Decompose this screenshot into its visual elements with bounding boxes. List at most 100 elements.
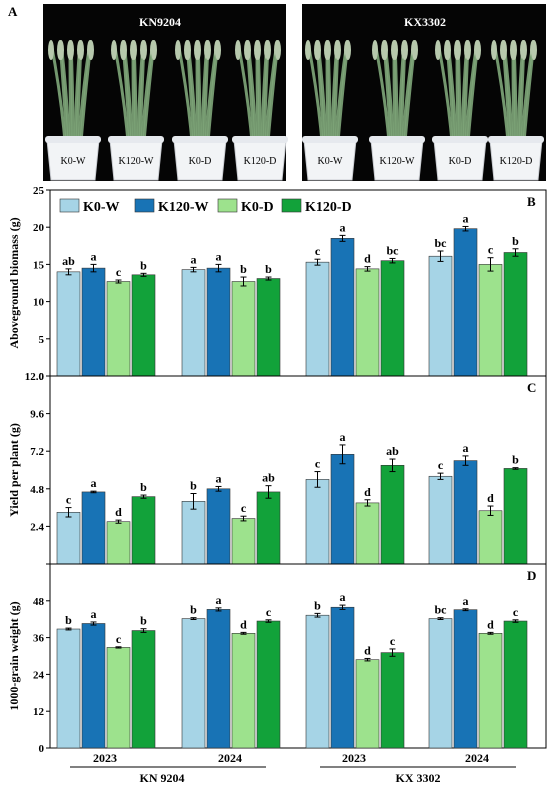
bar xyxy=(428,618,453,749)
bar xyxy=(380,260,405,377)
bar xyxy=(330,454,355,565)
pot-label: K0-D xyxy=(189,156,212,167)
wheat-ear xyxy=(175,40,181,60)
bar xyxy=(181,269,206,377)
significance-letter: d xyxy=(364,643,371,657)
significance-letter: a xyxy=(91,249,97,263)
pot-rim xyxy=(172,136,228,143)
significance-letter: a xyxy=(463,211,469,225)
panel-letter-a: A xyxy=(8,4,18,19)
y-tick-label: 15 xyxy=(33,259,45,271)
plant-icon xyxy=(305,40,351,143)
significance-letter: bc xyxy=(435,603,448,617)
y-tick-label: 5 xyxy=(39,334,45,346)
y-tick-label: 48 xyxy=(33,596,45,608)
significance-letter: b xyxy=(240,262,247,276)
significance-letter: b xyxy=(140,480,147,494)
bar xyxy=(428,255,453,377)
plant-icon xyxy=(491,40,537,143)
bar xyxy=(56,271,81,377)
significance-letter: a xyxy=(463,441,469,455)
bar xyxy=(131,274,156,377)
pot-label: K0-W xyxy=(61,156,87,167)
bar xyxy=(453,609,478,749)
wheat-ear xyxy=(205,40,211,60)
legend-swatch xyxy=(134,198,155,213)
significance-letter: b xyxy=(140,258,147,272)
legend: K0-W K120-W K0-D K120-D xyxy=(59,198,352,215)
significance-letter: b xyxy=(65,613,72,627)
wheat-ear xyxy=(131,40,137,60)
y-axis-label: Yield per plant (g) xyxy=(7,423,21,517)
significance-letter: c xyxy=(513,605,519,619)
pot-rim xyxy=(108,136,164,143)
significance-letter: b xyxy=(190,479,197,493)
legend-label: K120-D xyxy=(305,200,352,215)
wheat-ear xyxy=(235,40,241,60)
wheat-ear xyxy=(68,40,74,60)
x-axis-groups: 2023 2024 2023 2024 KN 9204 KX 3302 xyxy=(70,751,516,785)
significance-letter: d xyxy=(115,505,122,519)
wheat-ear xyxy=(445,40,451,60)
wheat-ear xyxy=(511,40,517,60)
significance-letter: b xyxy=(140,614,147,628)
significance-letter: d xyxy=(364,252,371,266)
bar xyxy=(81,267,106,377)
bar xyxy=(428,475,453,565)
x-group-label: KX 3302 xyxy=(396,771,441,785)
pot-label: K120-D xyxy=(500,156,533,167)
panel-letter: B xyxy=(527,194,536,209)
significance-letter: bc xyxy=(435,236,448,250)
y-tick-label: 12.0 xyxy=(25,371,45,383)
wheat-ear xyxy=(325,40,331,60)
significance-letter: d xyxy=(240,617,247,631)
wheat-ear xyxy=(315,40,321,60)
pot-rim xyxy=(302,136,358,143)
bar xyxy=(256,278,281,377)
panel-c-yield-chart: 2.4 4.8 7.2 9.6 12.0 Yield per plant (g) Cc a d b… xyxy=(7,371,547,565)
significance-letter: b xyxy=(265,262,272,276)
bar xyxy=(478,510,503,565)
bar xyxy=(181,618,206,749)
bar xyxy=(81,491,106,565)
bar xyxy=(503,620,528,749)
significance-letter: d xyxy=(487,491,494,505)
pot-rim xyxy=(45,136,101,143)
bar xyxy=(355,268,380,377)
plot-frame xyxy=(49,563,547,749)
bar xyxy=(330,606,355,749)
wheat-ear xyxy=(501,40,507,60)
wheat-ear xyxy=(88,40,94,60)
wheat-ear xyxy=(121,40,127,60)
significance-letter: a xyxy=(340,220,346,234)
wheat-ear xyxy=(245,40,251,60)
y-tick-label: 10 xyxy=(33,297,45,309)
plant-icon xyxy=(372,40,418,143)
bar xyxy=(181,501,206,565)
significance-letter: c xyxy=(116,265,122,279)
significance-letter: c xyxy=(266,605,272,619)
pot-label: K120-D xyxy=(244,156,277,167)
wheat-ear xyxy=(185,40,191,60)
y-tick-label: 7.2 xyxy=(30,446,44,458)
bar xyxy=(206,609,231,749)
significance-letter: d xyxy=(487,617,494,631)
legend-swatch xyxy=(217,198,238,213)
bar xyxy=(81,623,106,749)
significance-letter: b xyxy=(512,234,519,248)
wheat-ear xyxy=(392,40,398,60)
legend-label: K0-D xyxy=(241,200,274,215)
wheat-ear xyxy=(151,40,157,60)
wheat-ear xyxy=(255,40,261,60)
bar xyxy=(503,252,528,377)
y-tick-label: 0 xyxy=(39,371,45,383)
plant-icon xyxy=(235,40,281,143)
photo-kx3302: KX3302 K0-W K120-W K0-D K120-D xyxy=(302,4,546,181)
legend-swatch xyxy=(59,198,80,213)
bar xyxy=(305,614,330,749)
significance-letter: c xyxy=(116,632,122,646)
wheat-ear xyxy=(305,40,311,60)
